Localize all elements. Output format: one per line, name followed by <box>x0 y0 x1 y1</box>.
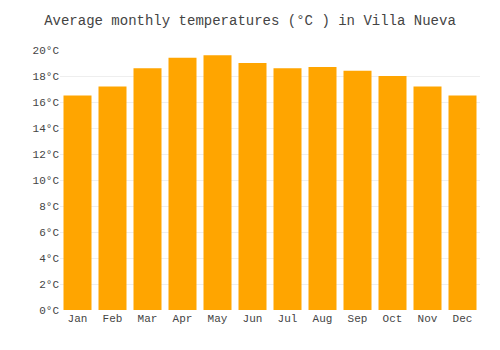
svg-text:20°C: 20°C <box>33 45 60 57</box>
svg-text:18°C: 18°C <box>33 71 60 83</box>
svg-text:10°C: 10°C <box>33 175 60 187</box>
svg-text:Nov: Nov <box>418 313 438 325</box>
svg-text:12°C: 12°C <box>33 149 60 161</box>
svg-text:Average monthly temperatures (: Average monthly temperatures (°C ) in Vi… <box>44 13 456 29</box>
svg-text:Oct: Oct <box>383 313 403 325</box>
svg-text:16°C: 16°C <box>33 97 60 109</box>
svg-text:Feb: Feb <box>103 313 123 325</box>
svg-text:Aug: Aug <box>313 313 333 325</box>
svg-text:May: May <box>208 313 228 325</box>
svg-text:6°C: 6°C <box>39 227 59 239</box>
svg-text:8°C: 8°C <box>39 201 59 213</box>
svg-text:0°C: 0°C <box>39 305 59 317</box>
svg-text:Jul: Jul <box>278 313 298 325</box>
svg-text:Sep: Sep <box>348 313 368 325</box>
svg-text:Mar: Mar <box>138 313 158 325</box>
svg-text:Apr: Apr <box>173 313 193 325</box>
svg-text:4°C: 4°C <box>39 253 59 265</box>
svg-text:2°C: 2°C <box>39 279 59 291</box>
svg-text:Jan: Jan <box>68 313 88 325</box>
svg-text:14°C: 14°C <box>33 123 60 135</box>
svg-text:Jun: Jun <box>243 313 263 325</box>
svg-text:Dec: Dec <box>453 313 473 325</box>
